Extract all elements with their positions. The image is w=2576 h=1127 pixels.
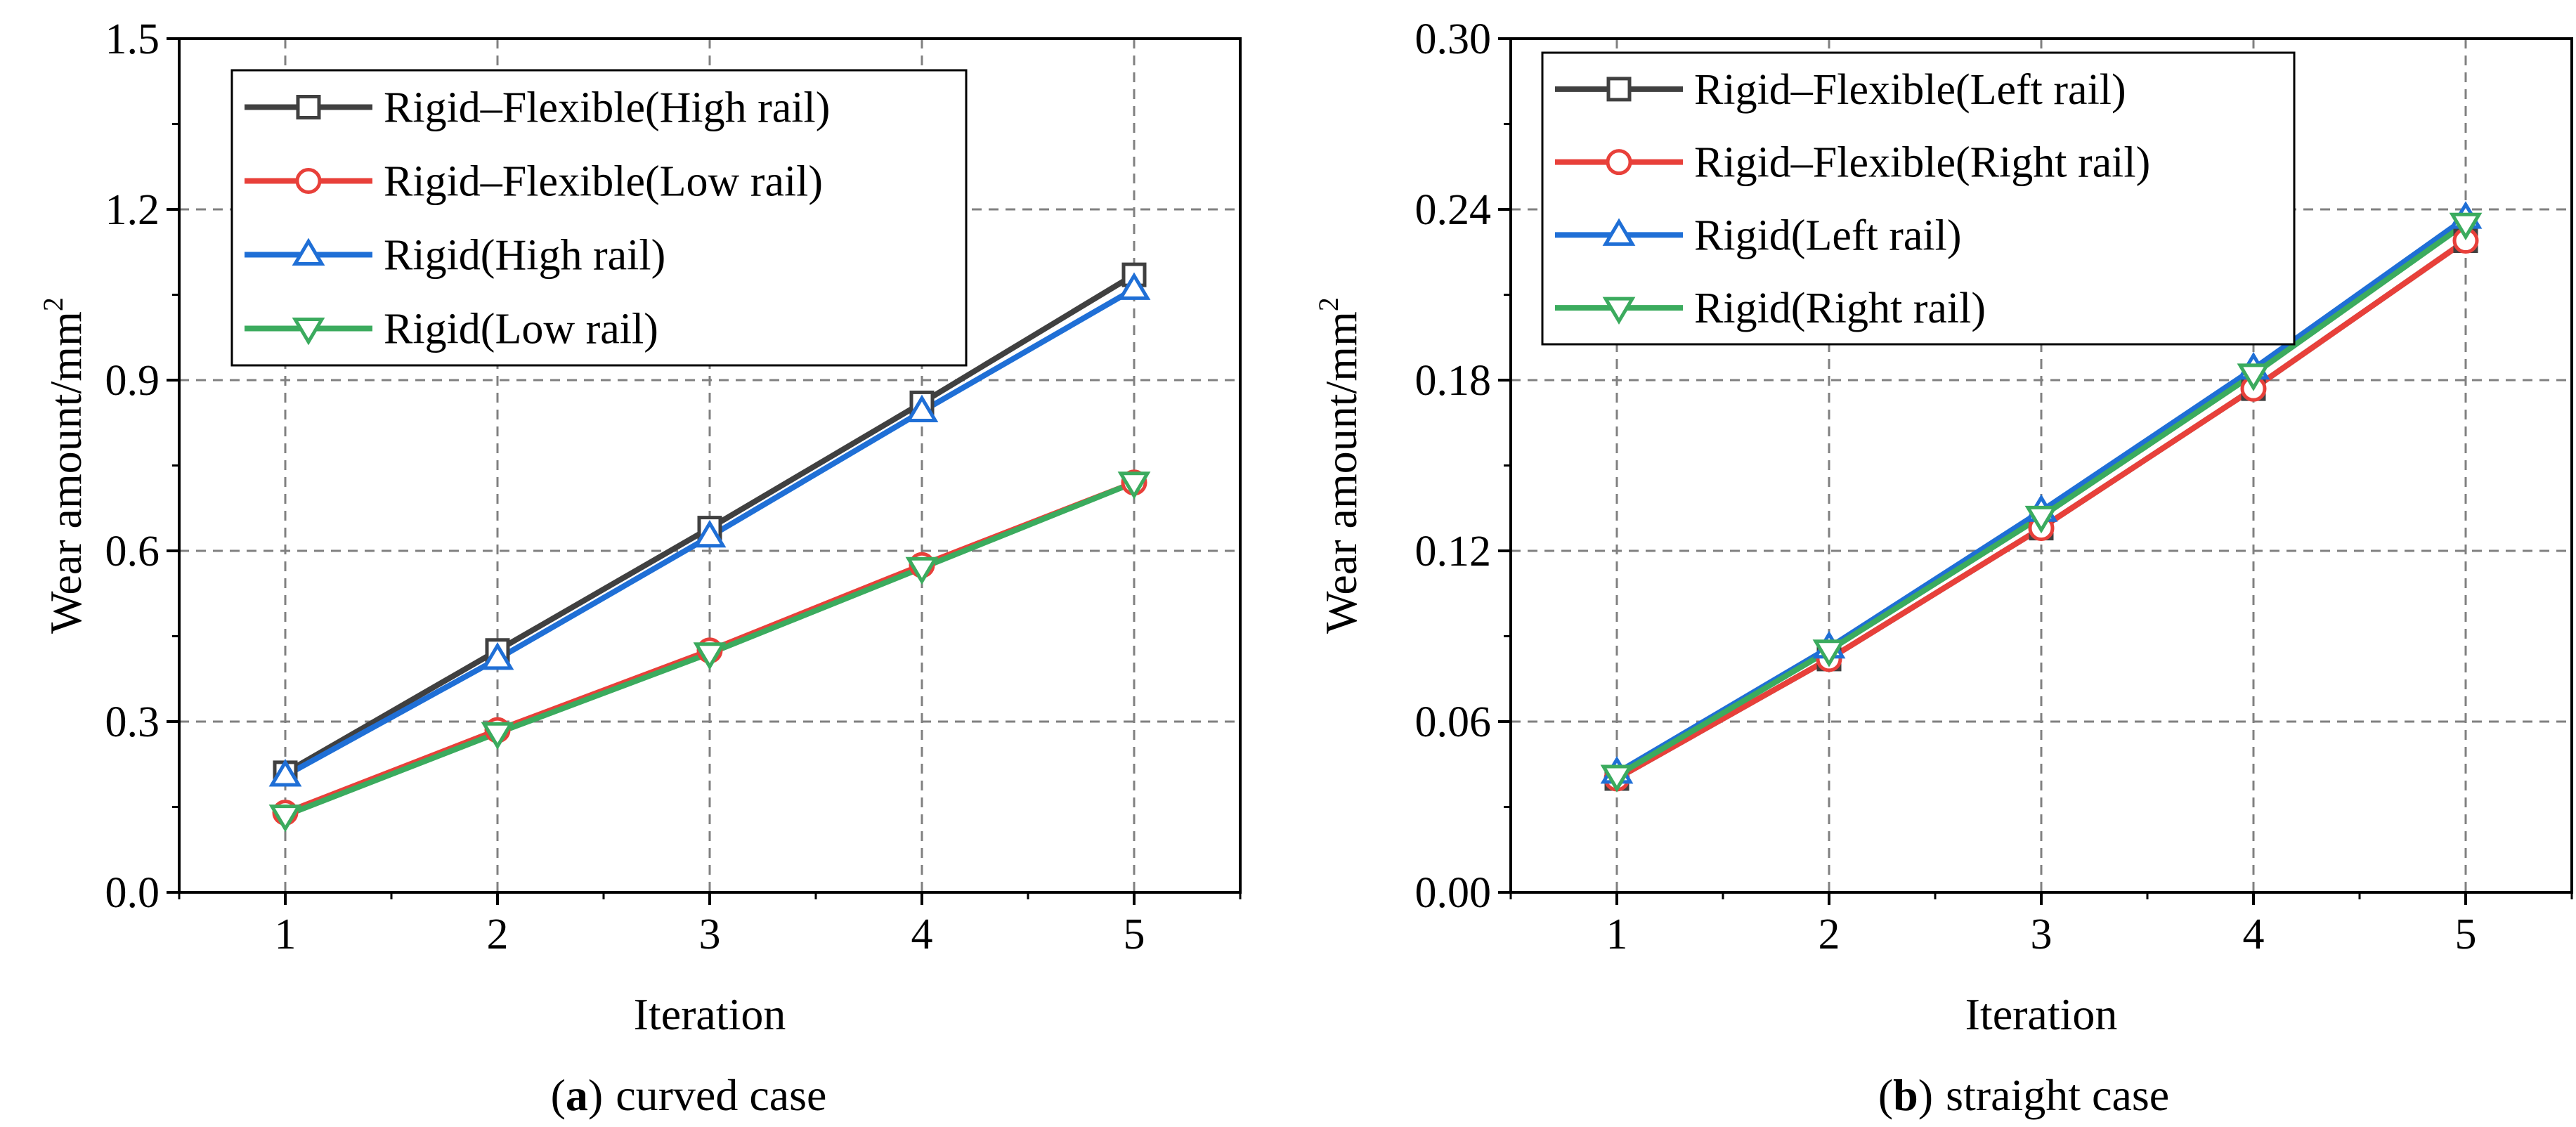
y-tick-label: 0.3 (105, 698, 160, 746)
legend-label: Rigid–Flexible(High rail) (384, 84, 830, 132)
data-point-marker (693, 642, 727, 670)
data-point-marker (268, 759, 302, 787)
caption-text: straight case (1946, 1070, 2169, 1120)
legend-marker (295, 168, 322, 194)
legend-marker (1606, 149, 1632, 176)
y-axis-title: Wear amount/mm2 (37, 297, 91, 634)
chart-panel-a: 1 2 3 4 5 0.0 0.3 0.6 0.9 1.2 1.5 Iteration Wear amo… (37, 15, 1242, 1120)
x-axis-title: Iteration (1965, 989, 2118, 1039)
legend-box (230, 69, 968, 367)
y-tick-label: 0.9 (105, 357, 160, 405)
data-point-marker (1117, 272, 1151, 300)
data-point-marker (481, 642, 514, 670)
legend-label: Rigid(Right rail) (1694, 285, 1986, 332)
caption-letter: a (566, 1070, 588, 1120)
legend-label: Rigid(Low rail) (384, 306, 658, 353)
caption-open-paren: ( (1878, 1070, 1893, 1120)
x-tick-label: 3 (699, 911, 721, 958)
legend-marker (292, 318, 325, 346)
legend-marker (1602, 297, 1636, 325)
data-point-marker (2449, 212, 2483, 241)
caption-letter: b (1893, 1070, 1918, 1120)
y-tick-label: 0.00 (1415, 869, 1492, 917)
x-tick-label: 5 (1124, 911, 1145, 958)
legend-box (1541, 51, 2296, 346)
y-axis-title: Wear amount/mm2 (1313, 297, 1366, 634)
y-tick-label: 1.2 (105, 186, 160, 234)
data-point-marker (905, 394, 939, 423)
legend-marker (1602, 218, 1636, 246)
x-tick-label: 2 (1819, 911, 1840, 958)
x-tick-label: 2 (487, 911, 509, 958)
caption-close-paren: ) (1918, 1070, 1933, 1120)
y-tick-label: 0.18 (1415, 357, 1492, 405)
y-tick-label: 0.0 (105, 869, 160, 917)
y-tick-label: 0.30 (1415, 15, 1492, 63)
y-tick-label: 0.24 (1415, 186, 1492, 234)
x-tick-label: 3 (2031, 911, 2053, 958)
figure-caption: (b) straight case (1878, 1070, 2169, 1120)
x-tick-label: 1 (1606, 911, 1628, 958)
legend-label: Rigid(High rail) (384, 232, 665, 280)
caption-close-paren: ) (588, 1070, 603, 1120)
data-point-marker (2237, 363, 2270, 391)
y-axis-title-superscript: 2 (1313, 297, 1344, 311)
x-tick-label: 4 (2243, 911, 2265, 958)
legend-label: Rigid–Flexible(Right rail) (1694, 139, 2150, 187)
y-tick-label: 0.6 (105, 528, 160, 575)
x-tick-label: 4 (911, 911, 933, 958)
legend-label: Rigid–Flexible(Low rail) (384, 158, 823, 206)
y-tick-label: 1.5 (105, 15, 160, 63)
x-tick-label: 5 (2455, 911, 2477, 958)
data-point-marker (1600, 764, 1634, 793)
data-point-marker (268, 804, 302, 833)
chart-panel-b: 1 2 3 4 5 0.00 0.06 0.12 0.18 0.24 0.30 Iteration We… (1313, 15, 2573, 1120)
legend-label: Rigid–Flexible(Left rail) (1694, 66, 2126, 114)
legend-marker (296, 95, 321, 119)
data-point-marker (693, 519, 727, 548)
y-tick-label: 0.12 (1415, 528, 1492, 575)
data-point-marker (481, 722, 514, 750)
y-axis-title-text: Wear amount/mm (41, 311, 91, 634)
data-point-marker (1812, 639, 1846, 667)
data-point-marker (1117, 471, 1151, 500)
data-point-marker (905, 556, 939, 585)
x-tick-label: 1 (275, 911, 297, 958)
caption-text: curved case (616, 1070, 826, 1120)
legend: Rigid–Flexible(Left rail) Rigid–Flexible(… (1541, 51, 2296, 346)
y-axis-title-superscript: 2 (37, 297, 69, 311)
x-axis-title: Iteration (634, 989, 786, 1039)
y-axis-title-text: Wear amount/mm (1316, 311, 1366, 634)
figure-caption: (a) curved case (551, 1070, 827, 1120)
legend-marker (292, 237, 325, 266)
legend: Rigid–Flexible(High rail) Rigid–Flexible(… (230, 69, 968, 367)
legend-label: Rigid(Left rail) (1694, 211, 1961, 259)
data-point-marker (2024, 505, 2058, 534)
caption-open-paren: ( (551, 1070, 566, 1120)
y-tick-label: 0.06 (1415, 698, 1492, 746)
legend-marker (1606, 77, 1632, 102)
